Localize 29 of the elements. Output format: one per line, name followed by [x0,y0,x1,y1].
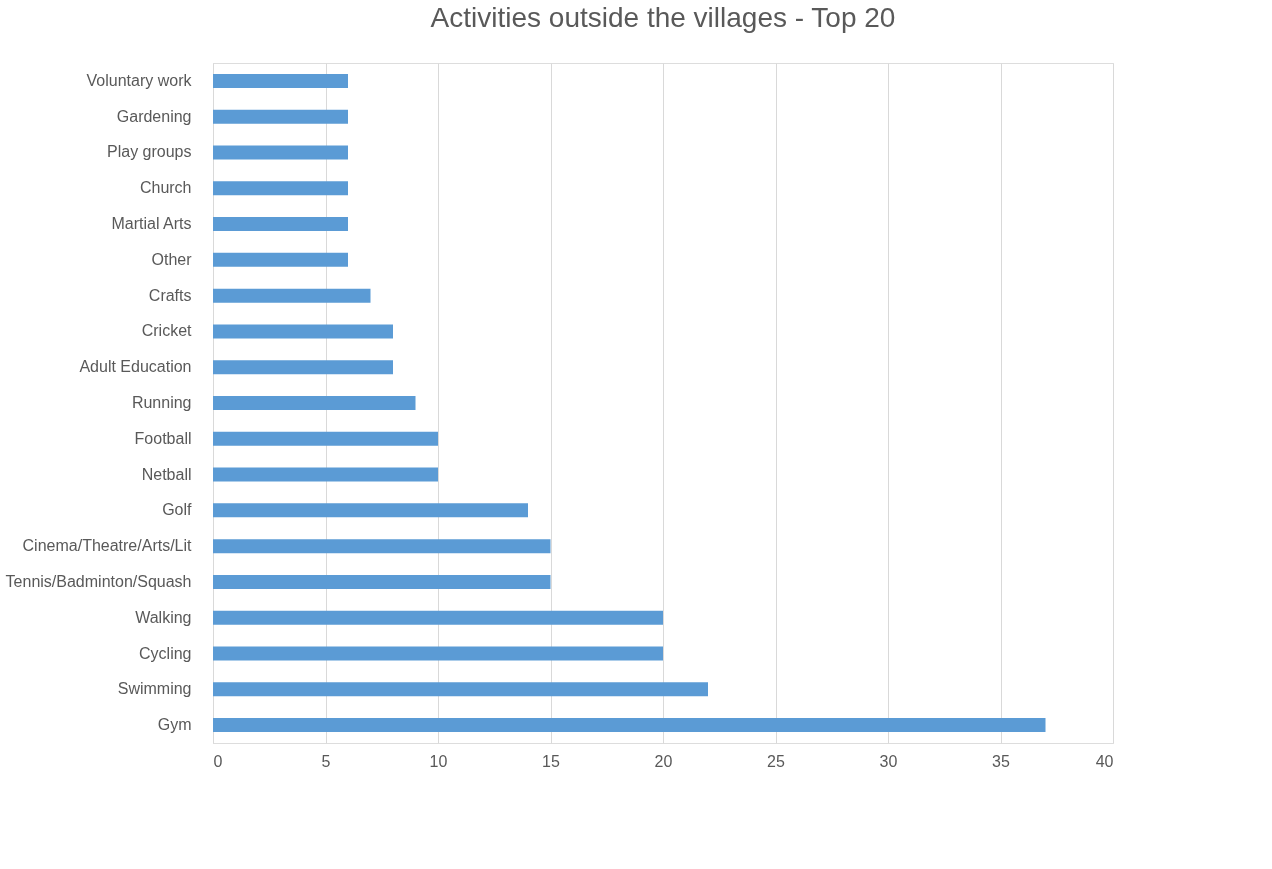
chart-title: Activities outside the villages - Top 20 [430,2,896,33]
y-tick-label: Football [134,429,192,447]
y-tick-label: Church [139,179,192,197]
y-tick-label: Swimming [117,680,192,698]
y-tick-label: Walking [135,608,192,626]
y-tick-label: Netball [141,465,192,483]
y-tick-label: Other [151,250,193,268]
x-tick-label: 35 [992,752,1010,770]
x-tick-label: 10 [429,752,448,770]
y-tick-label: Crafts [148,286,192,304]
y-tick-label: Play groups [107,143,192,161]
y-tick-label: Cinema/Theatre/Arts/Lit [22,537,193,555]
x-tick-label: 5 [321,752,331,770]
y-tick-label: Running [131,394,192,411]
x-tick-label: 20 [654,752,673,770]
y-tick-label: Cricket [141,322,193,340]
y-tick-label: Gardening [116,107,192,125]
x-tick-label: 15 [542,752,560,770]
x-tick-label: 0 [213,752,223,770]
x-tick-label: 30 [879,752,898,770]
y-tick-label: Martial Arts [111,215,192,233]
x-tick-label: 25 [767,752,785,770]
x-tick-label: 40 [1095,752,1114,770]
y-tick-label: Gym [157,716,192,734]
y-tick-label: Adult Education [79,358,192,376]
y-tick-label: Voluntary work [86,71,193,89]
y-tick-label: Tennis/Badminton/Squash [5,572,192,590]
y-tick-label: Cycling [139,644,192,662]
y-tick-label: Golf [162,501,193,519]
